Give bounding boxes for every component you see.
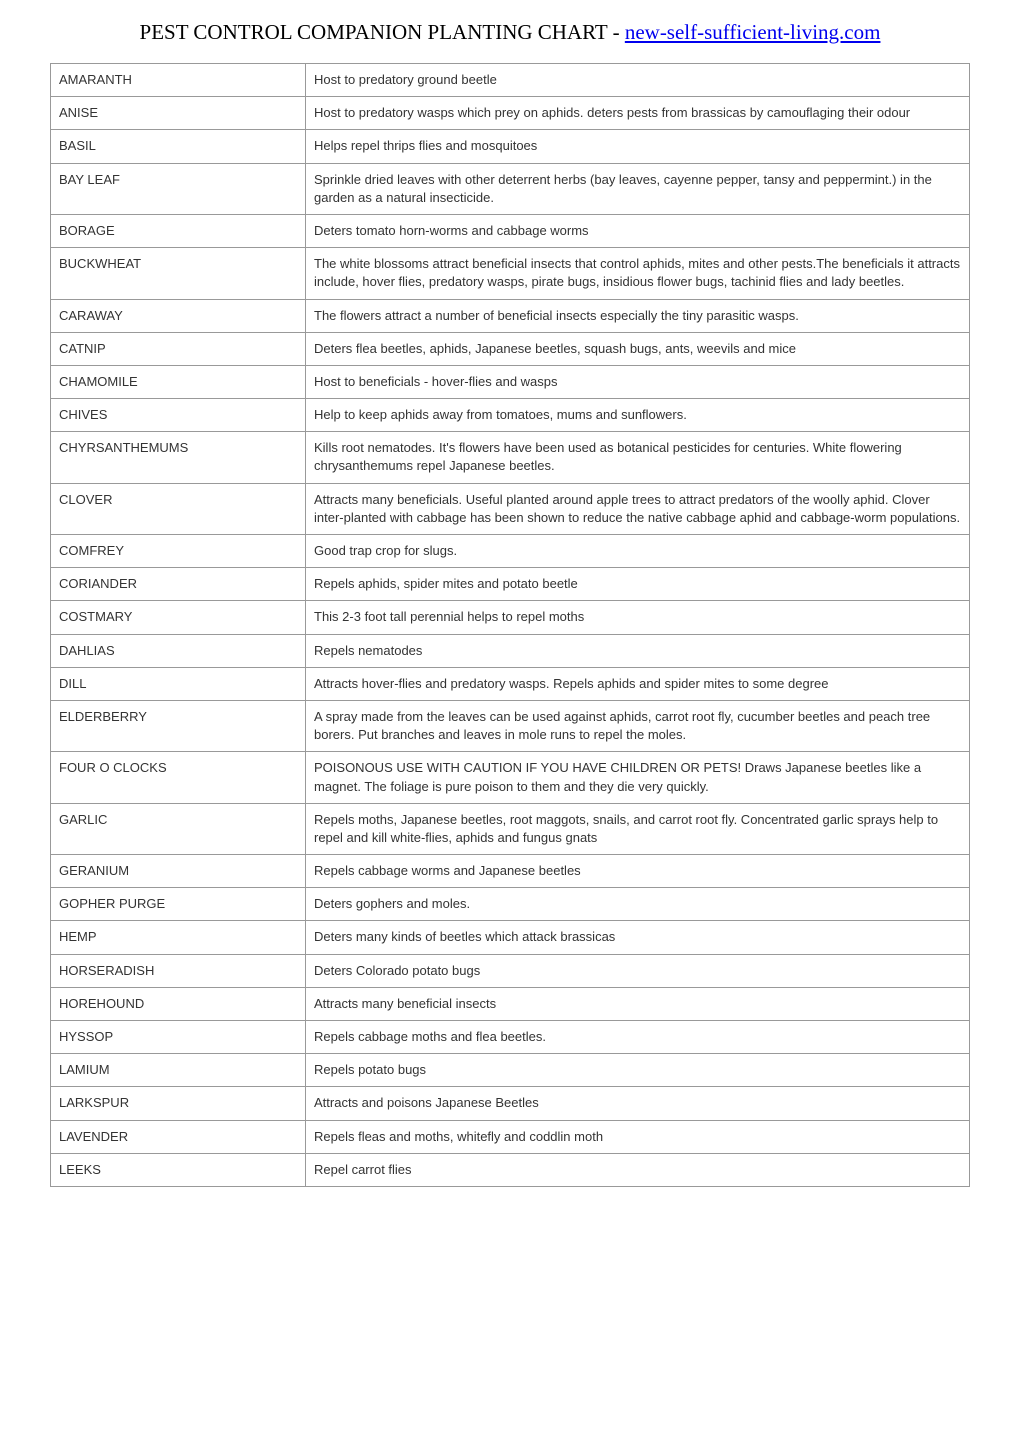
table-row: BUCKWHEATThe white blossoms attract bene…: [51, 248, 970, 299]
plant-name-cell: CARAWAY: [51, 299, 306, 332]
page-title: PEST CONTROL COMPANION PLANTING CHART - …: [50, 20, 970, 45]
plant-name-cell: BASIL: [51, 130, 306, 163]
plant-description-cell: Kills root nematodes. It's flowers have …: [306, 432, 970, 483]
plant-name-cell: HOREHOUND: [51, 987, 306, 1020]
plant-description-cell: Deters gophers and moles.: [306, 888, 970, 921]
table-row: CARAWAYThe flowers attract a number of b…: [51, 299, 970, 332]
plant-description-cell: A spray made from the leaves can be used…: [306, 700, 970, 751]
plant-name-cell: BUCKWHEAT: [51, 248, 306, 299]
table-row: DAHLIASRepels nematodes: [51, 634, 970, 667]
table-row: HYSSOPRepels cabbage moths and flea beet…: [51, 1021, 970, 1054]
plant-description-cell: Repels nematodes: [306, 634, 970, 667]
table-row: BAY LEAFSprinkle dried leaves with other…: [51, 163, 970, 214]
planting-chart-table: AMARANTHHost to predatory ground beetleA…: [50, 63, 970, 1187]
plant-name-cell: BAY LEAF: [51, 163, 306, 214]
plant-name-cell: HEMP: [51, 921, 306, 954]
plant-name-cell: BORAGE: [51, 214, 306, 247]
plant-description-cell: Host to predatory ground beetle: [306, 64, 970, 97]
plant-name-cell: COMFREY: [51, 535, 306, 568]
plant-name-cell: ANISE: [51, 97, 306, 130]
plant-description-cell: Repels fleas and moths, whitefly and cod…: [306, 1120, 970, 1153]
table-row: FOUR O CLOCKSPOISONOUS USE WITH CAUTION …: [51, 752, 970, 803]
table-row: BASILHelps repel thrips flies and mosqui…: [51, 130, 970, 163]
plant-description-cell: This 2-3 foot tall perennial helps to re…: [306, 601, 970, 634]
table-row: CORIANDERRepels aphids, spider mites and…: [51, 568, 970, 601]
plant-name-cell: CORIANDER: [51, 568, 306, 601]
plant-description-cell: Deters tomato horn-worms and cabbage wor…: [306, 214, 970, 247]
table-row: HORSERADISHDeters Colorado potato bugs: [51, 954, 970, 987]
plant-name-cell: GOPHER PURGE: [51, 888, 306, 921]
plant-description-cell: Deters many kinds of beetles which attac…: [306, 921, 970, 954]
table-row: CHIVESHelp to keep aphids away from toma…: [51, 399, 970, 432]
plant-name-cell: LAVENDER: [51, 1120, 306, 1153]
plant-name-cell: CLOVER: [51, 483, 306, 534]
table-row: ELDERBERRYA spray made from the leaves c…: [51, 700, 970, 751]
table-row: CHAMOMILEHost to beneficials - hover-fli…: [51, 365, 970, 398]
plant-description-cell: Attracts many beneficials. Useful plante…: [306, 483, 970, 534]
plant-name-cell: LARKSPUR: [51, 1087, 306, 1120]
table-row: COMFREYGood trap crop for slugs.: [51, 535, 970, 568]
plant-description-cell: Attracts many beneficial insects: [306, 987, 970, 1020]
plant-name-cell: HORSERADISH: [51, 954, 306, 987]
plant-name-cell: FOUR O CLOCKS: [51, 752, 306, 803]
plant-description-cell: Help to keep aphids away from tomatoes, …: [306, 399, 970, 432]
plant-description-cell: Repels moths, Japanese beetles, root mag…: [306, 803, 970, 854]
plant-description-cell: Sprinkle dried leaves with other deterre…: [306, 163, 970, 214]
table-row: CHYRSANTHEMUMSKills root nematodes. It's…: [51, 432, 970, 483]
table-row: DILLAttracts hover-flies and predatory w…: [51, 667, 970, 700]
plant-name-cell: AMARANTH: [51, 64, 306, 97]
plant-description-cell: The flowers attract a number of benefici…: [306, 299, 970, 332]
plant-description-cell: POISONOUS USE WITH CAUTION IF YOU HAVE C…: [306, 752, 970, 803]
table-row: ANISEHost to predatory wasps which prey …: [51, 97, 970, 130]
table-row: LAMIUMRepels potato bugs: [51, 1054, 970, 1087]
table-row: LEEKSRepel carrot flies: [51, 1153, 970, 1186]
plant-name-cell: DILL: [51, 667, 306, 700]
title-prefix: PEST CONTROL COMPANION PLANTING CHART -: [140, 20, 625, 44]
plant-description-cell: Host to predatory wasps which prey on ap…: [306, 97, 970, 130]
plant-name-cell: CATNIP: [51, 332, 306, 365]
plant-description-cell: Good trap crop for slugs.: [306, 535, 970, 568]
plant-description-cell: Helps repel thrips flies and mosquitoes: [306, 130, 970, 163]
plant-description-cell: Deters flea beetles, aphids, Japanese be…: [306, 332, 970, 365]
table-row: GARLICRepels moths, Japanese beetles, ro…: [51, 803, 970, 854]
plant-description-cell: The white blossoms attract beneficial in…: [306, 248, 970, 299]
table-row: BORAGEDeters tomato horn-worms and cabba…: [51, 214, 970, 247]
plant-description-cell: Repels potato bugs: [306, 1054, 970, 1087]
plant-description-cell: Host to beneficials - hover-flies and wa…: [306, 365, 970, 398]
plant-description-cell: Repels aphids, spider mites and potato b…: [306, 568, 970, 601]
plant-name-cell: HYSSOP: [51, 1021, 306, 1054]
plant-name-cell: LEEKS: [51, 1153, 306, 1186]
plant-name-cell: CHAMOMILE: [51, 365, 306, 398]
plant-description-cell: Repels cabbage worms and Japanese beetle…: [306, 855, 970, 888]
table-row: AMARANTHHost to predatory ground beetle: [51, 64, 970, 97]
plant-name-cell: CHIVES: [51, 399, 306, 432]
plant-name-cell: LAMIUM: [51, 1054, 306, 1087]
table-row: GOPHER PURGEDeters gophers and moles.: [51, 888, 970, 921]
table-row: LAVENDERRepels fleas and moths, whitefly…: [51, 1120, 970, 1153]
plant-name-cell: COSTMARY: [51, 601, 306, 634]
plant-description-cell: Attracts hover-flies and predatory wasps…: [306, 667, 970, 700]
table-row: GERANIUMRepels cabbage worms and Japanes…: [51, 855, 970, 888]
table-row: CLOVERAttracts many beneficials. Useful …: [51, 483, 970, 534]
table-row: LARKSPURAttracts and poisons Japanese Be…: [51, 1087, 970, 1120]
plant-description-cell: Repel carrot flies: [306, 1153, 970, 1186]
plant-name-cell: ELDERBERRY: [51, 700, 306, 751]
plant-description-cell: Repels cabbage moths and flea beetles.: [306, 1021, 970, 1054]
plant-description-cell: Attracts and poisons Japanese Beetles: [306, 1087, 970, 1120]
plant-name-cell: GERANIUM: [51, 855, 306, 888]
table-row: HOREHOUNDAttracts many beneficial insect…: [51, 987, 970, 1020]
title-link[interactable]: new-self-sufficient-living.com: [625, 20, 881, 44]
plant-description-cell: Deters Colorado potato bugs: [306, 954, 970, 987]
table-row: COSTMARYThis 2-3 foot tall perennial hel…: [51, 601, 970, 634]
table-row: CATNIPDeters flea beetles, aphids, Japan…: [51, 332, 970, 365]
plant-name-cell: GARLIC: [51, 803, 306, 854]
plant-name-cell: DAHLIAS: [51, 634, 306, 667]
plant-name-cell: CHYRSANTHEMUMS: [51, 432, 306, 483]
table-row: HEMPDeters many kinds of beetles which a…: [51, 921, 970, 954]
